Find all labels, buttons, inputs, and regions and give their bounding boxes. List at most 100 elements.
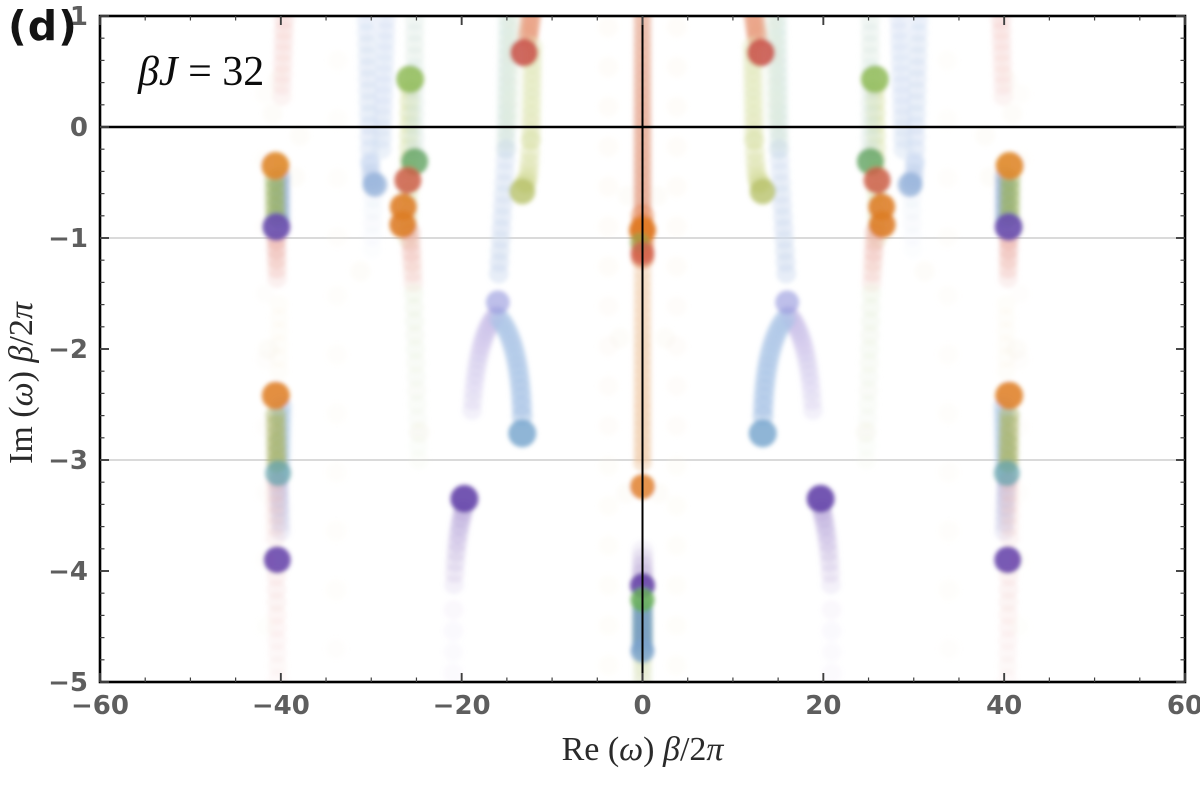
trail-point-faint-column-x4: [597, 495, 619, 517]
trail-point-faint-column-x34: [327, 108, 349, 130]
trail-point-faint-column-x34: [938, 638, 960, 660]
trail-point-faint-column-x4: [597, 136, 619, 158]
trail-point-col40-pink-top: [271, 85, 292, 106]
trail-point-faint-column-x34: [936, 108, 958, 130]
axis-label-part: β: [3, 346, 40, 364]
x-tick-label: 0: [633, 691, 651, 721]
axis-label-part: Re (: [562, 731, 620, 768]
trail-point-purple-arc-sparse: [821, 620, 842, 641]
dot-hairpin-end-dot: [897, 172, 923, 198]
trail-point-faint-column-x4: [666, 136, 688, 158]
trail-point-col40-pink-fade: [265, 527, 286, 548]
trail-point-faint-column-x34: [937, 344, 959, 366]
axis-label-part: ): [643, 731, 663, 768]
dot-cluster26-orange-dot-b-mirror: [389, 211, 417, 239]
trail-point-faint-column-x4: [598, 654, 620, 676]
dot-purple-arc-dot: [806, 484, 835, 513]
speckle-point: [284, 166, 306, 188]
trail-point-faint-column-x4: [597, 216, 619, 238]
trail-point-faint-column-x34: [325, 520, 347, 542]
trail-point-hairpin-inner: [371, 139, 392, 160]
trail-point-faint-column-x4: [665, 575, 687, 597]
dot-arch-apex-dot-mirror: [485, 290, 510, 315]
speckle-point: [262, 103, 284, 125]
trail-point-faint-column-x42: [1009, 416, 1030, 437]
x-tick-label: 20: [805, 691, 841, 721]
trail-point-faint-column-x34: [937, 461, 959, 483]
trail-point-purple-arc-sparse: [443, 599, 464, 620]
trail-point-faint-column-x34: [937, 167, 959, 189]
trail-point-faint-column-x4: [666, 455, 688, 477]
trail-point-hairpin-below-fade: [362, 239, 383, 260]
trail-point-faint-column-x34: [326, 344, 348, 366]
speckle-point: [979, 166, 1001, 188]
trail-point-col40-red-fade: [267, 267, 288, 288]
trail-point-col40-faint-mid: [269, 361, 290, 382]
dot-col40-teal-end-dot: [993, 460, 1020, 487]
panel-label: (d): [8, 2, 78, 50]
trail-point-faint-column-x42: [255, 416, 276, 437]
x-tick-label: −60: [71, 691, 129, 721]
dot-olive-u-dot-mirror: [509, 178, 536, 205]
dot-cluster26-red-dot-mirror: [394, 166, 422, 194]
dot-col40-purple-dot-2-mirror: [263, 546, 291, 574]
axis-label-part: π: [706, 731, 724, 768]
axes-layer: [98, 14, 1187, 684]
dot-cluster26-green-top-dot-mirror: [396, 65, 425, 94]
axis-label-part: π: [3, 301, 40, 319]
y-tick-label: −3: [48, 446, 88, 476]
trail-point-faint-column-x34: [327, 49, 349, 71]
trail-point-faint-column-x4: [597, 56, 619, 78]
dot-col40-orange-dot: [995, 151, 1024, 180]
dot-red-mode-dot: [746, 38, 775, 67]
trail-point-faint-column-x42: [255, 350, 276, 371]
y-tick-label: −4: [48, 557, 88, 587]
trail-point-faint-column-x42: [1010, 283, 1031, 304]
trail-point-faint-column-x34: [937, 226, 959, 248]
dot-arch-end-blue-dot: [748, 419, 777, 448]
trail-point-faint-column-x4: [666, 96, 688, 118]
trail-point-faint-column-x42: [254, 283, 275, 304]
trail-point-hairpin-inner: [893, 139, 914, 160]
dot-red-mode-dot-mirror: [510, 38, 539, 67]
axis-label-part: /2: [3, 319, 40, 345]
x-tick-label: 60: [1167, 691, 1200, 721]
x-tick-label: −20: [433, 691, 491, 721]
trail-point-faint-column-x34: [938, 579, 960, 601]
trail-point-purple-arc-sparse: [821, 642, 842, 663]
trail-point-faint-column-x34: [938, 520, 960, 542]
trail-point-faint-column-x34: [326, 285, 348, 307]
trail-point-purple-arc-sparse: [821, 599, 842, 620]
trail-point-purple-arc-tail: [821, 574, 842, 595]
trail-point-faint-column-x4: [597, 255, 619, 277]
dot-col40-purple-dot: [994, 212, 1023, 241]
trail-point-faint-column-x4: [666, 176, 688, 198]
y-tick-label: −2: [48, 335, 88, 365]
trail-point-col40-pink-bottom: [997, 668, 1018, 682]
trail-point-arch-feeder-blue: [776, 263, 797, 284]
trail-point-arch-outer-leg: [462, 400, 483, 421]
trail-point-faint-column-x42: [254, 83, 275, 104]
trail-point-faint-column-x4: [597, 96, 619, 118]
annotation-part: βJ: [138, 49, 178, 95]
trail-point-faint-column-x34: [937, 285, 959, 307]
x-tick-label: 40: [986, 691, 1022, 721]
dot-col40-orange-dot-mirror: [261, 151, 290, 180]
trail-point-faint-column-x4: [597, 16, 619, 38]
trail-point-faint-column-x4: [666, 335, 688, 357]
trail-point-faint-column-x42: [1009, 616, 1030, 637]
trail-point-faint-column-x4: [666, 255, 688, 277]
trail-point-faint-column-x42: [255, 483, 276, 504]
dot-col40-teal-end-dot-mirror: [265, 460, 292, 487]
trail-point-faint-column-x34: [937, 402, 959, 424]
trail-point-faint-column-x4: [666, 415, 688, 437]
trail-point-faint-column-x4: [666, 295, 688, 317]
trail-point-faint-column-x42: [1009, 483, 1030, 504]
trail-point-col40-faint-mid: [995, 361, 1016, 382]
axis-label-part: Im (: [3, 406, 40, 464]
annotation-part: = 32: [177, 49, 265, 95]
annotation-beta-j: βJ = 32: [138, 48, 264, 96]
trail-point-purple-arc-sparse: [443, 663, 464, 682]
trail-point-faint-column-x34: [936, 49, 958, 71]
